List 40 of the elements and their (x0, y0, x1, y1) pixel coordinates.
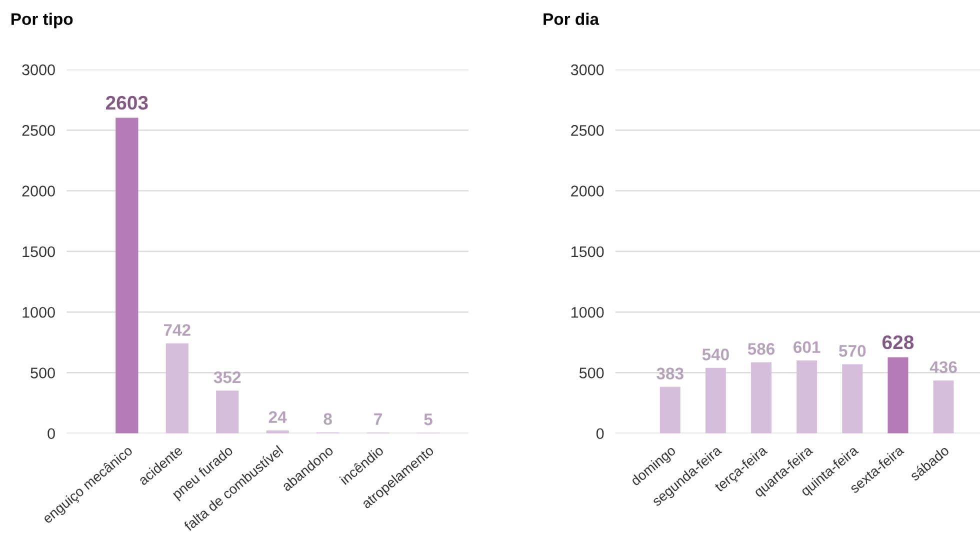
y-tick-label: 3000 (570, 64, 604, 76)
data-label: 436 (930, 361, 957, 374)
bar (705, 368, 726, 434)
y-tick-label: 500 (30, 368, 55, 378)
data-label: 352 (214, 371, 241, 384)
data-label: 540 (702, 348, 729, 360)
data-label: 570 (839, 344, 866, 357)
bar (660, 386, 680, 434)
bar (796, 360, 818, 434)
chart-title: Por tipo (12, 12, 73, 28)
bar (933, 380, 954, 434)
bar (216, 390, 239, 434)
y-tick-label: 2000 (571, 186, 604, 197)
data-label: 601 (794, 341, 820, 354)
data-label: 586 (748, 343, 775, 355)
bar (842, 364, 863, 434)
bar (116, 118, 138, 434)
bar (166, 343, 188, 434)
data-label: 7 (374, 413, 382, 425)
y-tick-label: 3000 (22, 64, 55, 76)
data-label: 8 (324, 413, 332, 425)
y-tick-label: 1000 (572, 306, 604, 318)
y-tick-label: 2500 (22, 125, 55, 136)
y-tick-label: 1500 (572, 246, 604, 258)
y-tick-label: 2000 (22, 186, 55, 197)
y-tick-label: 2500 (571, 125, 604, 136)
y-tick-label: 1000 (22, 306, 55, 318)
bar (888, 357, 908, 434)
y-tick-label: 500 (579, 368, 604, 378)
data-label: 24 (268, 411, 287, 423)
data-label: 5 (424, 414, 432, 426)
chart-title: Por dia (544, 12, 600, 25)
y-tick-label: 1500 (22, 246, 55, 258)
data-label: 2603 (106, 96, 148, 110)
y-tick-label: 0 (596, 428, 604, 440)
bar (751, 362, 772, 434)
data-label: 628 (882, 335, 914, 350)
y-tick-label: 0 (48, 428, 55, 440)
data-label: 383 (656, 368, 684, 380)
data-label: 742 (164, 324, 190, 336)
